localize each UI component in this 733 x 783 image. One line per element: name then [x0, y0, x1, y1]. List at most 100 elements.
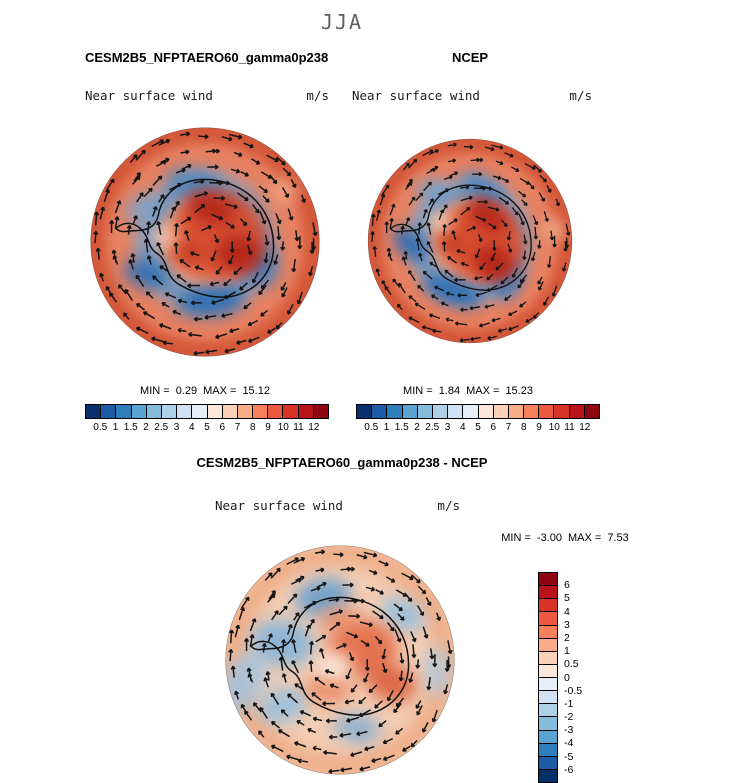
colorbar-segment — [100, 405, 116, 418]
min-value: -3.00 — [536, 532, 562, 544]
minmax-ncep: MIN = 1.84 MAX = 15.23 — [356, 385, 580, 397]
map-field — [368, 139, 572, 343]
colorbar-segment — [539, 677, 557, 691]
colorbar-strip — [356, 404, 600, 419]
colorbar-segment — [539, 663, 557, 677]
colorbar-tick-label: 10 — [548, 422, 560, 433]
colorbar-segment — [191, 405, 207, 418]
panel-model-title: CESM2B5_NFPTAERO60_gamma0p238 — [85, 50, 329, 65]
map-field — [225, 545, 455, 775]
colorbar-segment — [447, 405, 463, 418]
colorbar-tick-label: 12 — [579, 422, 591, 433]
colorbar-tick-label: 4 — [459, 422, 466, 433]
colorbar-tick-label: 11 — [293, 422, 304, 433]
colorbar-segment — [130, 405, 146, 418]
field-label: Near surface wind — [215, 498, 343, 513]
colorbar-segment — [523, 405, 539, 418]
colorbar-tick-label: 2.5 — [154, 422, 169, 433]
antarctica-coastline — [114, 178, 275, 298]
colorbar-segment — [539, 690, 557, 704]
colorbar-tick-label: 3 — [173, 422, 180, 433]
colorbar-segment — [145, 405, 161, 418]
colorbar-segment — [416, 405, 432, 418]
colorbar-segment — [477, 405, 493, 418]
colorbar-tick-label: 8 — [520, 422, 527, 433]
colorbar-tick-label: 9 — [265, 422, 271, 433]
min-label: MIN = — [140, 385, 170, 397]
colorbar-segment — [538, 405, 554, 418]
colorbar-tick-label: -3 — [564, 724, 574, 737]
colorbar-segment — [539, 742, 557, 756]
colorbar-segment — [539, 650, 557, 664]
colorbar-segment — [553, 405, 569, 418]
colorbar-strip — [538, 572, 558, 783]
panel-model-header: Near surface wind m/s — [85, 88, 329, 103]
panel-diff-title: CESM2B5_NFPTAERO60_gamma0p238 - NCEP — [196, 455, 488, 470]
colorbar-tick-label: 0.5 — [564, 658, 579, 671]
colorbar-segment — [236, 405, 253, 418]
colorbar-segment — [539, 637, 557, 651]
colorbar-tick-label: 3 — [564, 618, 570, 631]
colorbar-tick-label: 1 — [564, 645, 570, 658]
colorbar-tick-label: 9 — [536, 422, 542, 433]
units-label: m/s — [437, 498, 460, 513]
colorbar-segment — [539, 768, 557, 782]
units-label: m/s — [306, 88, 329, 103]
minmax-model: MIN = 0.29 MAX = 15.12 — [85, 385, 325, 397]
colorbar-segment — [282, 405, 298, 418]
colorbar-tick-label: -4 — [564, 737, 574, 750]
max-label: MAX = — [203, 385, 237, 397]
colorbar-tick-label: 5 — [204, 422, 210, 433]
map-ncep — [363, 134, 577, 353]
colorbar-tick-label: 5 — [475, 422, 481, 433]
min-value: 0.29 — [175, 385, 198, 397]
colorbar-segment — [401, 405, 417, 418]
season-title: JJA — [320, 10, 364, 34]
colorbar-tick-label: 1 — [112, 422, 119, 433]
colorbar-segment — [583, 405, 599, 418]
wind-vector-arrows — [228, 549, 453, 774]
colorbar-tick-label: 10 — [277, 422, 289, 433]
antarctica-coastline — [249, 596, 410, 716]
color-fill-layer — [225, 545, 455, 775]
minmax-diff: MIN = -3.00 MAX = 7.53 — [470, 532, 660, 544]
colorbar-segment — [539, 716, 557, 730]
colorbar-tick-label: 0.5 — [93, 422, 108, 433]
colorbar-segment — [568, 405, 584, 418]
colorbar-tick-label: 3 — [444, 422, 451, 433]
colorbar-diff: 6 5 4 3 2 1 0.5 0 -0.5 -1 -2 -3 -4 -5 -6 — [538, 572, 582, 783]
wind-vector-arrows — [370, 142, 571, 343]
colorbar-tick-label: 2.5 — [425, 422, 440, 433]
polar-map-svg — [225, 545, 455, 775]
colorbar-segment — [357, 405, 372, 418]
colorbar-tick-label: 0 — [564, 671, 570, 684]
min-value: 1.84 — [438, 385, 461, 397]
colorbar-segment — [507, 405, 524, 418]
colorbar-segment — [539, 585, 557, 599]
wind-vector-arrows — [93, 131, 318, 356]
field-label: Near surface wind — [85, 88, 213, 103]
colorbar-segment — [371, 405, 387, 418]
colorbar-tick-label: 6 — [219, 422, 226, 433]
colorbar-tick-label: -5 — [564, 750, 574, 763]
colorbar-tick-label: 5 — [564, 592, 570, 605]
map-rim — [367, 138, 573, 344]
min-label: MIN = — [501, 532, 531, 544]
colorbar-tick-label: 4 — [564, 605, 570, 618]
colorbar-segment — [267, 405, 283, 418]
max-value: 7.53 — [607, 532, 629, 544]
colorbar-segment — [160, 405, 177, 418]
colorbar-segment — [386, 405, 402, 418]
colorbar-segment — [539, 729, 557, 743]
colorbar-segment — [492, 405, 508, 418]
polar-map-svg — [90, 127, 320, 357]
colorbar-strip — [85, 404, 329, 419]
max-label: MAX = — [466, 385, 500, 397]
colorbar-ncep: 0.5 1 1.5 2 2.5 3 4 5 6 7 8 9 10 11 12 — [356, 404, 600, 435]
colorbar-tick-label: 1 — [383, 422, 390, 433]
colorbar-tick-label: -0.5 — [564, 684, 583, 697]
colorbar-segment — [176, 405, 192, 418]
polar-map-svg — [367, 138, 573, 344]
colorbar-segment — [206, 405, 222, 418]
